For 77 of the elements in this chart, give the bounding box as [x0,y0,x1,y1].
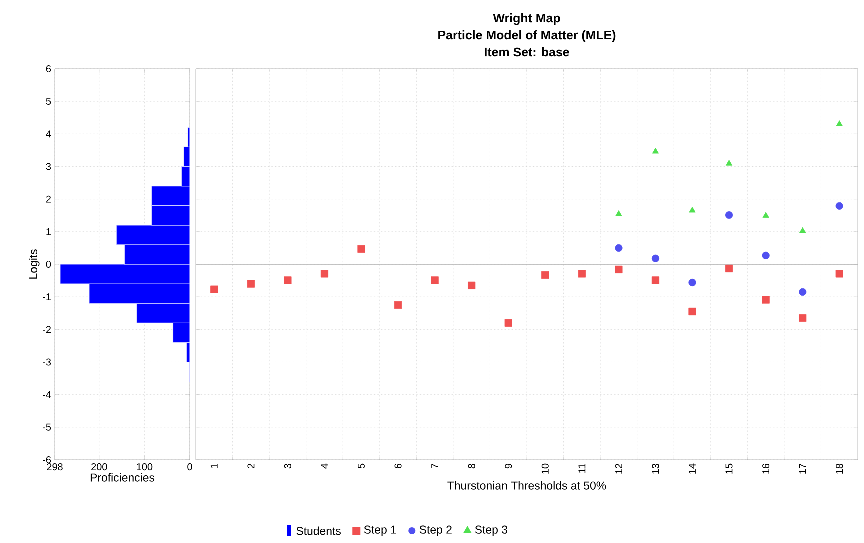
x-tick-label: 3 [284,464,292,469]
x-tick-label: 6 [394,464,402,469]
x-tick-label: 16 [762,464,770,474]
y-axis-title: Logits [29,250,40,279]
y-tick-label: -1 [43,294,51,301]
y-tick-label: 6 [46,65,52,73]
x-tick-label: 0 [188,464,192,471]
point [689,206,696,213]
point [652,148,660,154]
x-tick-label: 298 [47,464,63,471]
point [616,210,622,216]
y-tick-label: 0 [46,260,52,268]
x-tick-label: 14 [689,464,696,474]
x-tick-label: 7 [432,464,438,469]
y-tick-label: 3 [46,163,52,170]
x-axis-title: Thurstonian Thresholds at 50% [448,481,606,490]
y-tick-label: 2 [46,196,51,203]
text: Item Set: base [485,48,570,57]
x-tick-label: 18 [836,464,844,474]
point [542,271,550,280]
y-tick-label: -3 [43,358,52,366]
point [431,276,439,284]
y-tick-label: -4 [43,391,52,398]
x-tick-label: 100 [137,464,153,471]
y-tick-label: -6 [43,456,52,464]
point [652,254,660,262]
point [762,252,770,260]
point [726,160,733,166]
x-tick-label: 15 [726,464,733,474]
y-tick-label: 4 [46,130,52,138]
x-tick-label: 2 [248,464,255,469]
y-tick-label: -2 [43,326,51,334]
point [320,270,329,278]
point [652,276,660,284]
x-tick-label: 12 [615,464,622,474]
point [799,288,807,296]
legend-label: Step 3 [475,526,508,536]
x-tick-label: 17 [799,464,806,474]
x-tick-label: 9 [505,464,512,469]
point [762,212,770,218]
legend-label: Step 1 [364,526,396,536]
point [799,314,807,322]
point [578,270,586,278]
x-tick-label: 1 [210,464,218,468]
point [615,266,623,274]
x-tick-label: 4 [321,464,328,469]
point [247,280,255,288]
point [468,282,476,290]
chart-subtitle: Particle Model of Matter (MLE) [438,30,616,42]
point [394,301,402,310]
x-axis-title: Proficiencies [90,473,155,482]
y-tick-label: 5 [46,98,52,106]
point [725,211,734,220]
x-tick-label: 11 [578,464,586,474]
point [688,308,696,316]
point [504,319,512,327]
point [836,270,844,278]
point [836,120,843,126]
y-tick-label: -5 [43,424,52,431]
x-tick-label: 200 [92,464,108,471]
point [762,296,770,304]
legend-label: Students [296,526,342,536]
point [284,276,292,284]
x-tick-label: 10 [542,464,549,474]
point [800,227,806,234]
x-tick-label: 13 [652,464,660,474]
y-tick-label: 1 [46,228,51,236]
point [358,245,366,253]
chart-title: Wright Map [493,14,560,26]
point [615,244,623,252]
point [836,202,844,210]
point [725,264,734,273]
point [210,286,218,294]
legend-label: Step 2 [420,526,452,536]
point [688,278,696,287]
x-tick-label: 8 [468,464,476,469]
x-tick-label: 5 [358,464,365,469]
